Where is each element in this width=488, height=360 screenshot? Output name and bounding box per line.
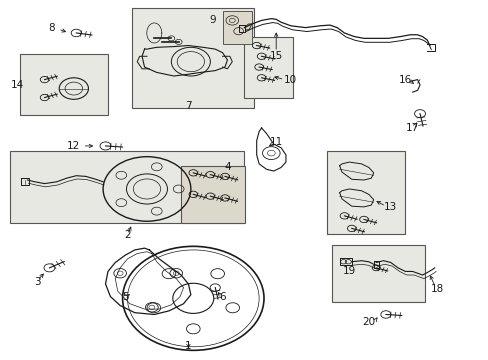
Bar [327, 151, 405, 234]
Bar [331, 244, 424, 302]
Text: 5: 5 [122, 292, 128, 302]
Text: 18: 18 [429, 284, 443, 294]
Text: 20: 20 [362, 317, 375, 327]
Text: 4: 4 [224, 162, 230, 172]
Text: 3: 3 [34, 277, 41, 287]
Text: 12: 12 [67, 141, 81, 151]
Text: 9: 9 [209, 15, 216, 26]
Text: 16: 16 [398, 75, 411, 85]
Text: 1: 1 [185, 341, 191, 351]
Text: 19: 19 [342, 266, 355, 276]
Bar [20, 54, 108, 116]
Bar [10, 151, 244, 223]
Text: 17: 17 [405, 123, 419, 133]
Text: 10: 10 [284, 75, 297, 85]
Bar [244, 37, 293, 98]
Text: 15: 15 [269, 51, 282, 61]
Text: 13: 13 [384, 202, 397, 212]
Text: 8: 8 [48, 23, 55, 33]
Bar [132, 8, 254, 108]
Text: 11: 11 [269, 138, 282, 147]
Text: 7: 7 [185, 102, 191, 112]
Bar [181, 166, 244, 223]
Text: 2: 2 [124, 230, 130, 239]
Text: 14: 14 [11, 80, 24, 90]
Bar [222, 12, 251, 44]
Text: 6: 6 [219, 292, 225, 302]
